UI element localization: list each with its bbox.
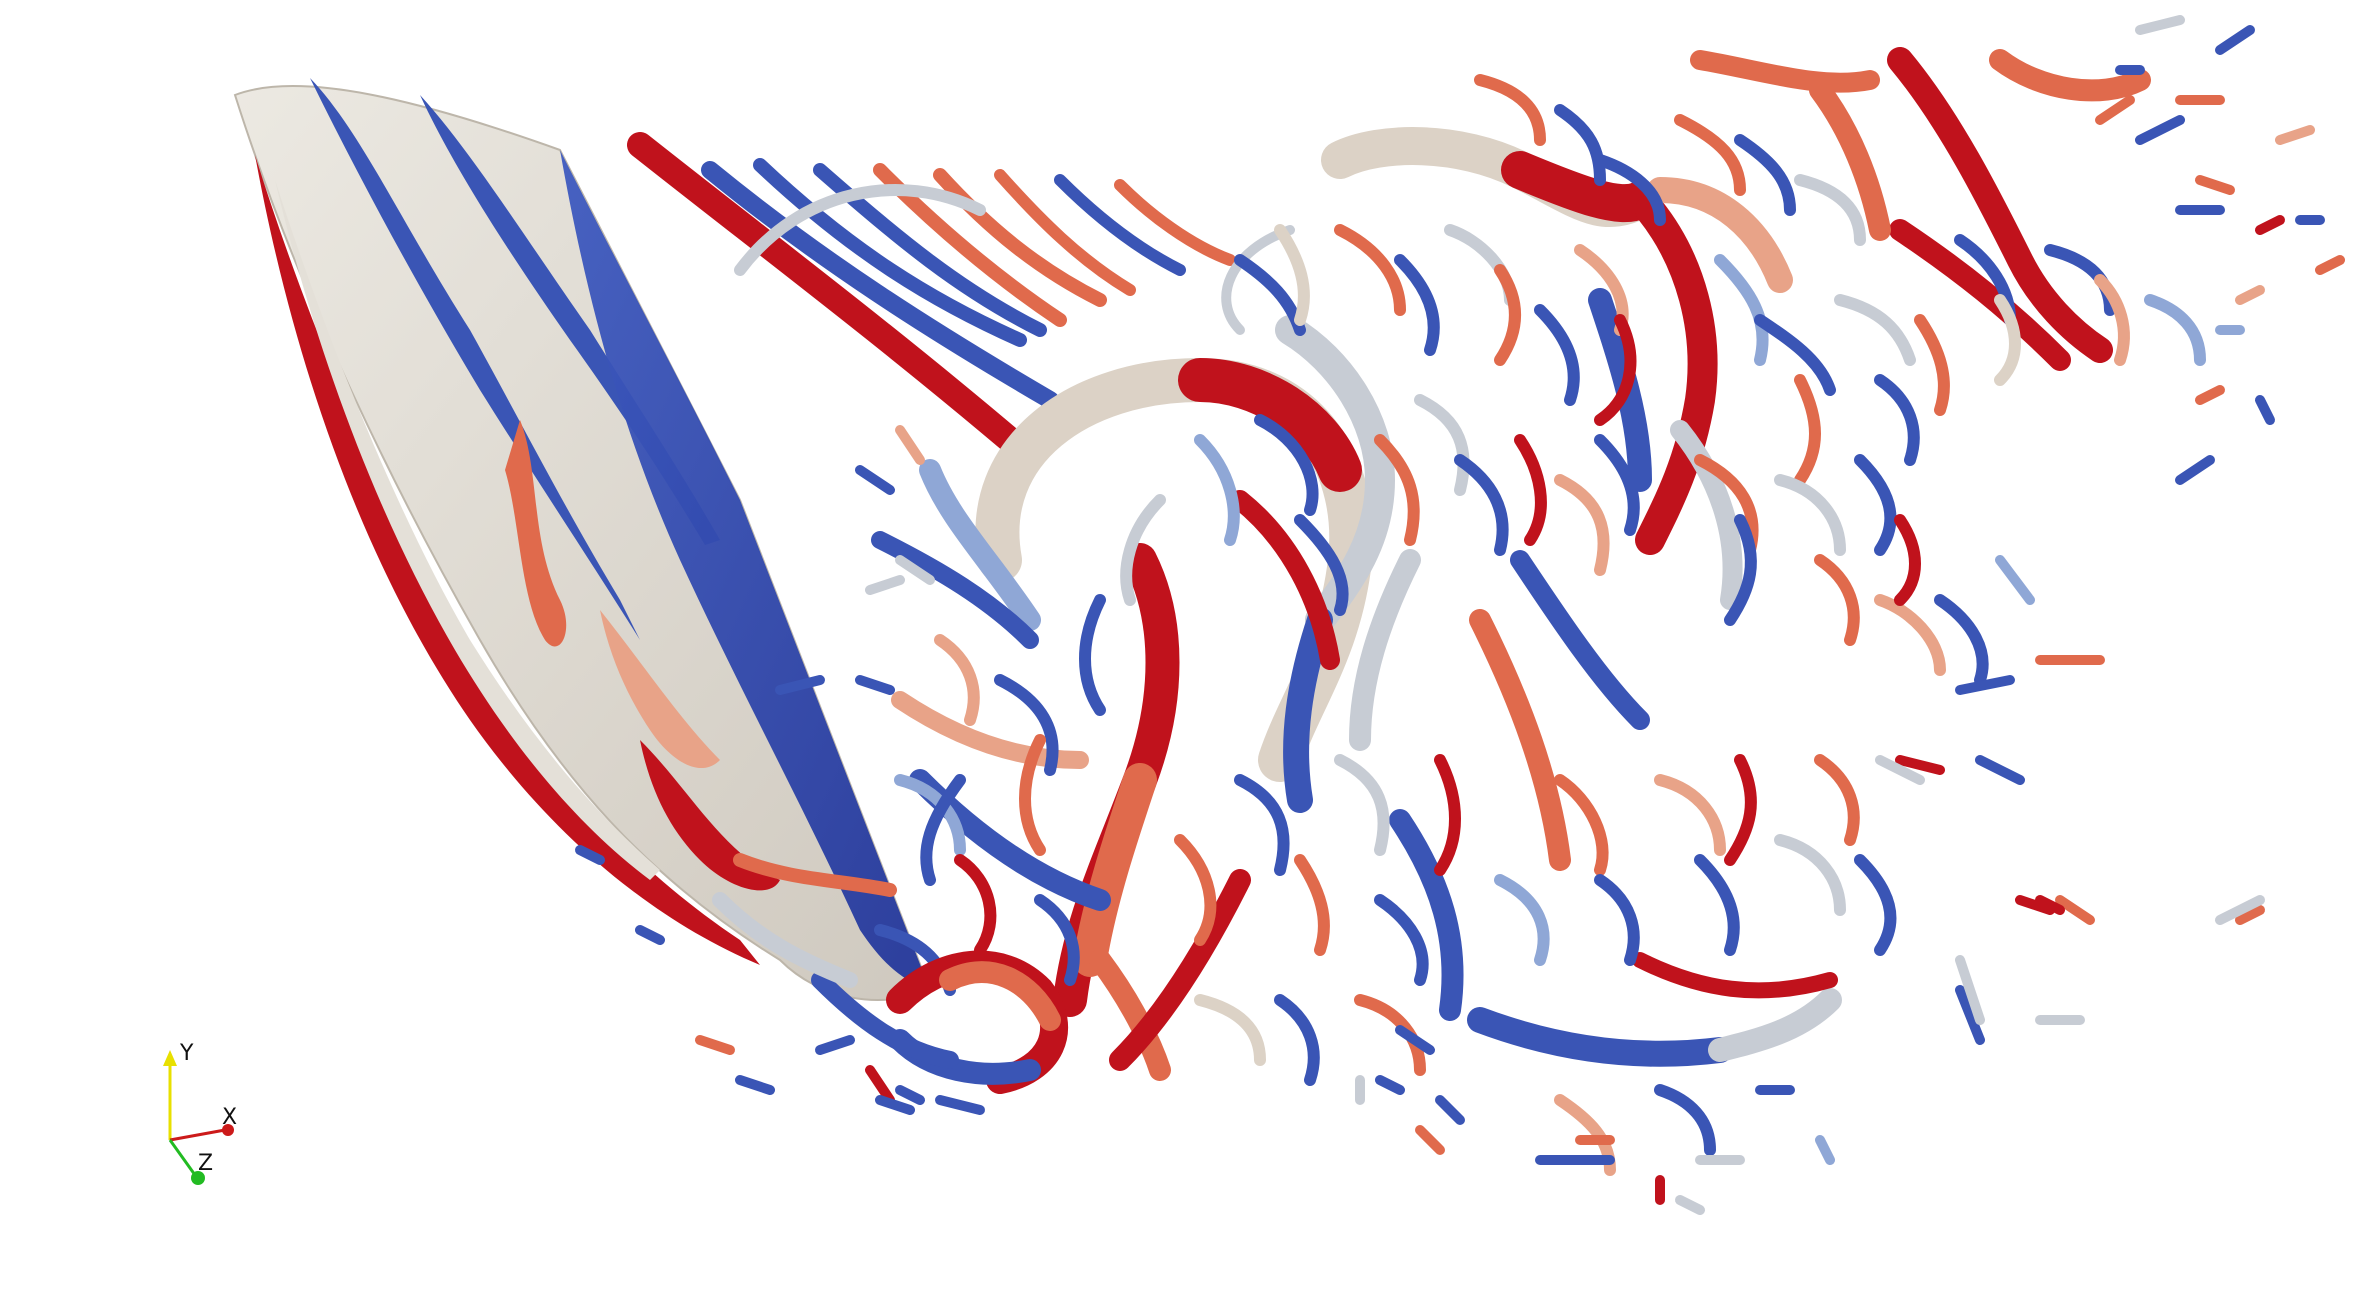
tip-vortex — [712, 853, 1069, 1094]
vortex-fragments — [575, 15, 2345, 1215]
x-axis-line — [169, 1128, 226, 1142]
hairpin-vortices — [871, 47, 2151, 1081]
orientation-axes: Y X Z — [163, 1041, 237, 1185]
wing-surface — [233, 78, 932, 1001]
z-axis-arrow — [191, 1171, 205, 1185]
turbulent-wake-structures — [874, 74, 2206, 1176]
z-axis-label: Z — [198, 1151, 213, 1176]
y-axis-arrow — [163, 1050, 177, 1066]
x-axis-arrow — [222, 1124, 234, 1136]
x-axis-label: X — [222, 1105, 237, 1130]
z-axis-line — [168, 1139, 197, 1176]
y-axis-label: Y — [179, 1041, 194, 1066]
trailing-vortex-tubes — [627, 132, 1295, 453]
